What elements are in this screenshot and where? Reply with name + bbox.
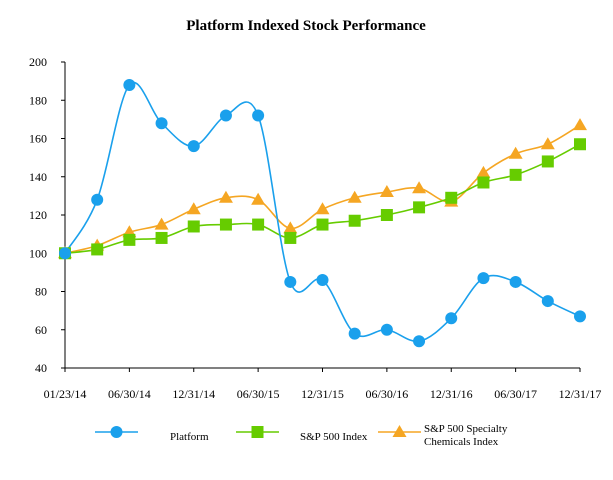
data-point-series-1 (509, 168, 522, 181)
data-point-series-1 (252, 218, 265, 231)
data-point-series-2 (508, 146, 523, 159)
data-point-series-0 (252, 109, 265, 122)
data-point-series-2 (476, 165, 491, 178)
data-point-series-0 (187, 140, 200, 153)
x-tick-label: 06/30/15 (237, 387, 280, 401)
data-point-series-0 (59, 247, 71, 260)
data-point-series-1 (413, 201, 426, 214)
data-point-series-2 (540, 137, 555, 150)
data-point-series-1 (155, 231, 168, 244)
y-tick-label: 120 (29, 208, 47, 222)
data-point-series-0 (284, 275, 297, 288)
legend-label: Platform (170, 431, 209, 443)
data-point-series-1 (541, 155, 554, 168)
x-tick-label: 12/31/15 (301, 387, 344, 401)
data-point-series-0 (413, 335, 426, 348)
data-point-series-0 (155, 117, 168, 130)
x-tick-label: 06/30/14 (108, 387, 151, 401)
data-point-series-2 (186, 202, 201, 215)
y-tick-label: 140 (29, 170, 47, 184)
axes: 40 60 80 100 120 140 160 180 200 01/23/14 06/30/14… (29, 55, 601, 401)
data-point-series-1 (219, 218, 232, 231)
data-point-series-2 (412, 181, 427, 194)
data-point-series-1 (380, 209, 393, 221)
data-point-series-0 (123, 78, 136, 91)
data-point-series-1 (123, 233, 136, 246)
data-point-series-1 (445, 191, 458, 204)
data-point-series-1 (187, 220, 200, 233)
data-point-series-2 (315, 202, 330, 215)
data-point-series-2 (347, 190, 362, 203)
data-point-series-0 (541, 295, 554, 308)
series-markers (58, 78, 587, 348)
data-point-series-1 (574, 138, 586, 151)
data-point-series-1 (91, 243, 104, 256)
x-tick-label: 06/30/16 (366, 387, 409, 401)
legend-label: S&P 500 Index (300, 431, 368, 443)
data-point-series-2 (573, 118, 587, 131)
data-point-series-0 (316, 274, 329, 287)
legend: Platform S&P 500 Index S&P 500 SpecialtyCh… (95, 423, 508, 448)
data-point-series-0 (380, 323, 393, 336)
data-point-series-0 (477, 272, 490, 285)
data-point-series-0 (219, 109, 232, 122)
chart-title: Platform Indexed Stock Performance (186, 18, 426, 34)
y-tick-label: 80 (35, 285, 47, 299)
x-tick-label: 12/31/14 (172, 387, 215, 401)
y-tick-label: 200 (29, 55, 47, 69)
data-point-series-1 (477, 176, 490, 189)
legend-marker-1 (251, 426, 264, 438)
legend-label: Chemicals Index (424, 436, 499, 448)
data-point-series-1 (284, 231, 297, 244)
y-tick-label: 60 (35, 323, 47, 337)
data-point-series-0 (509, 275, 522, 288)
data-point-series-0 (91, 193, 104, 206)
data-point-series-2 (218, 190, 233, 203)
data-point-series-2 (379, 185, 394, 198)
x-tick-label: 06/30/17 (494, 387, 537, 401)
x-tick-label: 01/23/14 (44, 387, 87, 401)
legend-marker-2 (392, 425, 407, 437)
y-tick-label: 160 (29, 132, 47, 146)
data-point-series-1 (316, 218, 329, 231)
legend-label: S&P 500 Specialty (424, 423, 508, 435)
data-point-series-2 (154, 217, 169, 230)
y-tick-label: 180 (29, 93, 47, 107)
x-tick-label: 12/31/17 (559, 387, 602, 401)
data-point-series-0 (574, 310, 586, 323)
legend-marker-0 (110, 426, 123, 438)
data-point-series-2 (283, 221, 298, 234)
data-point-series-2 (251, 192, 266, 205)
x-tick-label: 12/31/16 (430, 387, 473, 401)
series-line-2 (64, 124, 581, 255)
data-point-series-0 (445, 312, 458, 325)
y-tick-label: 100 (29, 246, 47, 260)
data-point-series-1 (348, 214, 361, 227)
data-point-series-0 (348, 327, 361, 340)
y-tick-label: 40 (35, 361, 47, 375)
